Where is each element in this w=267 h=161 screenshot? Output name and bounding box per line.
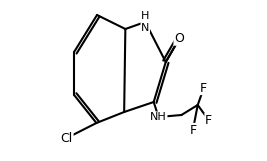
Text: H
N: H N xyxy=(141,11,150,33)
Text: F: F xyxy=(189,123,197,137)
Text: F: F xyxy=(205,114,212,127)
Text: Cl: Cl xyxy=(61,132,73,145)
Text: F: F xyxy=(200,81,207,95)
Text: O: O xyxy=(175,32,184,44)
Text: NH: NH xyxy=(150,112,167,122)
